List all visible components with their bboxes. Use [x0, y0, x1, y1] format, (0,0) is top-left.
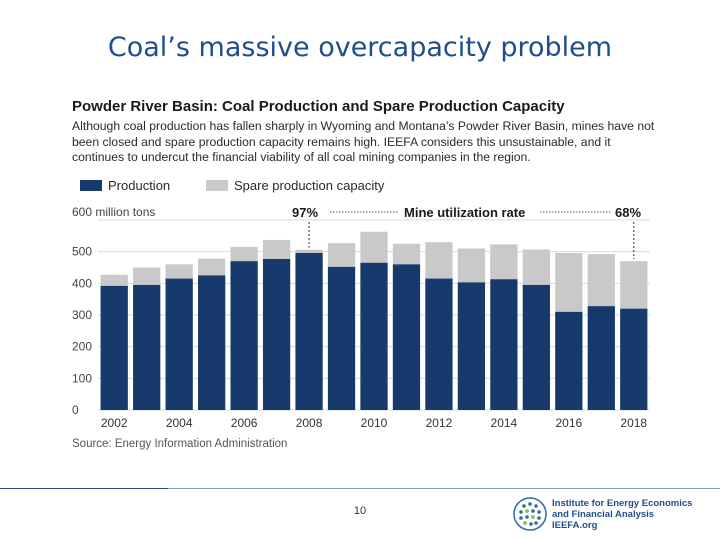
y-tick-label-0: 0 [72, 403, 79, 417]
bar-production-2008 [295, 252, 323, 410]
y-tick-label-500: 500 [72, 245, 92, 259]
legend-label-spare: Spare production capacity [234, 178, 385, 193]
footer-divider-left [0, 488, 168, 489]
bar-production-2012 [425, 278, 453, 410]
legend-item-production: Production [80, 178, 170, 193]
bar-production-2006 [230, 261, 258, 410]
bar-spare-2005 [198, 258, 226, 276]
x-tick-label-2016: 2016 [555, 416, 582, 430]
x-tick-label-2006: 2006 [231, 416, 258, 430]
bar-production-2007 [262, 258, 291, 410]
bar-spare-2014 [490, 244, 518, 280]
bar-production-2018 [620, 308, 648, 410]
bar-spare-2008 [295, 249, 323, 253]
org-line-2: and Financial Analysis [552, 509, 655, 520]
slide-title: Coal’s massive overcapacity problem [107, 32, 613, 63]
bar-production-2005 [198, 275, 226, 410]
bar-spare-2011 [392, 243, 421, 265]
org-line-1: Institute for Energy Economics [552, 498, 693, 509]
bar-spare-2003 [133, 267, 161, 285]
bar-spare-2002 [100, 274, 128, 286]
bar-spare-2017 [587, 254, 615, 307]
bar-spare-2012 [425, 242, 453, 279]
chart-description: Although coal production has fallen shar… [72, 119, 655, 164]
x-tick-label-2018: 2018 [620, 416, 647, 430]
bar-production-2017 [587, 306, 615, 410]
utilization-rate-label: Mine utilization rate [404, 205, 526, 220]
y-axis-label: 600 million tons [72, 205, 156, 219]
y-tick-label-100: 100 [72, 371, 92, 385]
x-tick-label-2010: 2010 [361, 416, 388, 430]
bar-spare-2009 [327, 243, 356, 267]
bar-spare-2018 [620, 261, 648, 309]
bar-spare-2016 [555, 252, 583, 312]
org-line-3: IEEFA.org [552, 520, 598, 531]
bar-spare-2010 [360, 231, 388, 263]
legend-swatch-spare [206, 180, 228, 191]
x-tick-label-2008: 2008 [296, 416, 323, 430]
bar-production-2002 [100, 285, 128, 410]
bar-production-2015 [522, 284, 550, 410]
bar-spare-2013 [457, 248, 486, 283]
x-tick-label-2014: 2014 [491, 416, 518, 430]
chart-source: Source: Energy Information Administratio… [72, 438, 288, 450]
x-tick-label-2012: 2012 [426, 416, 453, 430]
y-tick-label-200: 200 [72, 340, 92, 354]
bar-production-2013 [457, 282, 486, 410]
x-tick-label-2004: 2004 [166, 416, 193, 430]
y-tick-label-400: 400 [72, 276, 92, 290]
page-number: 10 [353, 505, 367, 517]
bar-production-2010 [360, 262, 388, 410]
ieefa-globe-logo-icon [513, 497, 547, 531]
bar-production-2009 [327, 266, 356, 410]
bar-spare-2007 [262, 239, 291, 259]
bar-spare-2004 [165, 264, 193, 279]
bar-production-2011 [392, 264, 421, 410]
legend-label-production: Production [108, 178, 171, 193]
bar-production-2014 [490, 279, 518, 410]
bar-production-2004 [165, 278, 193, 410]
legend-swatch-production [80, 180, 102, 191]
bar-production-2016 [555, 311, 583, 410]
chart-title: Powder River Basin: Coal Production and … [72, 98, 565, 115]
x-tick-label-2002: 2002 [101, 416, 128, 430]
y-tick-label-300: 300 [72, 308, 92, 322]
bar-production-2003 [133, 284, 161, 410]
bar-spare-2015 [522, 249, 550, 285]
ieefa-org-name: Institute for Energy Economics and Finan… [552, 498, 692, 531]
footer-divider [168, 488, 720, 489]
bar-spare-2006 [230, 246, 258, 262]
legend-item-spare: Spare production capacity [206, 178, 384, 193]
utilization-end-label: 68% [615, 205, 642, 220]
utilization-start-label: 97% [292, 205, 319, 220]
